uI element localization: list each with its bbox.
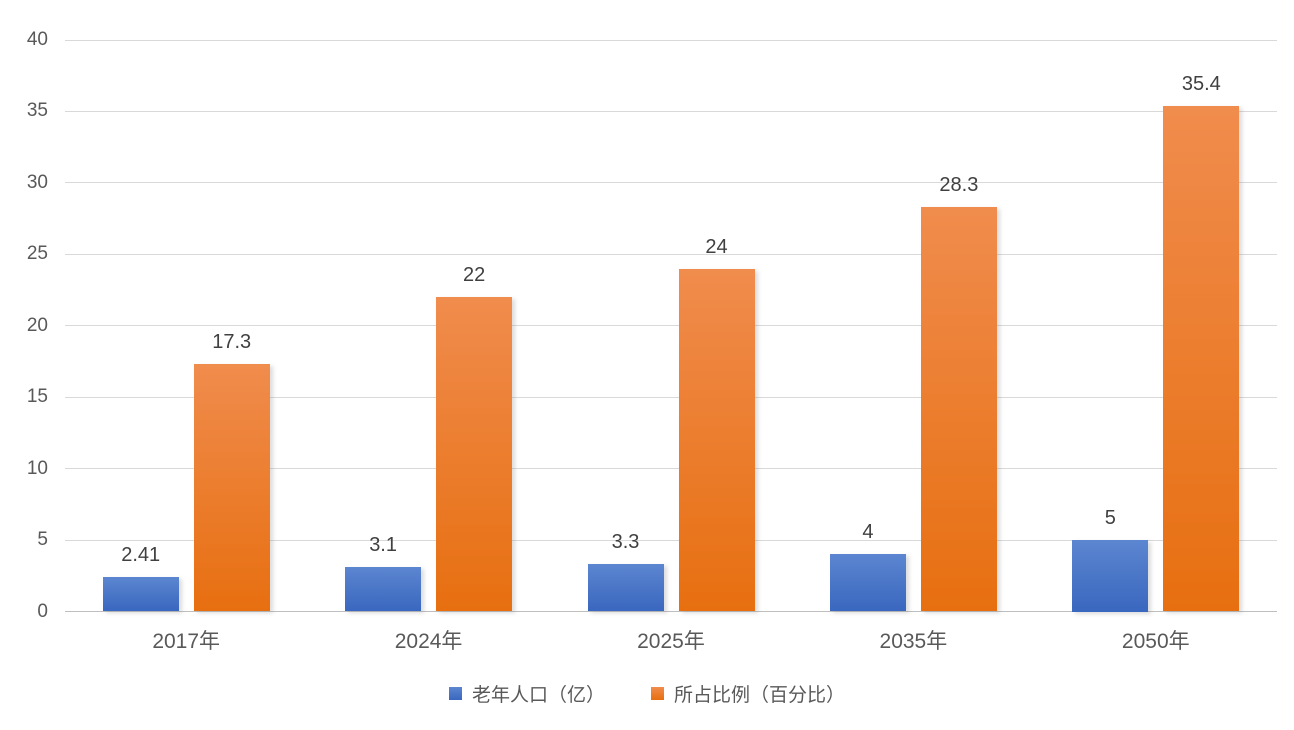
bar-series2-2035年 bbox=[920, 207, 997, 612]
value-label-series1-2024年: 3.1 bbox=[369, 534, 397, 557]
chart-legend: 老年人口（亿） 所占比例（百分比） bbox=[0, 680, 1294, 707]
y-tick-label-0: 0 bbox=[37, 600, 48, 622]
bar-series1-2024年 bbox=[345, 567, 422, 612]
bar-series2-2050年 bbox=[1163, 105, 1240, 612]
value-label-series1-2035年: 4 bbox=[862, 521, 874, 544]
bar-series2-2017年 bbox=[193, 364, 270, 612]
y-tick-label-5: 5 bbox=[37, 529, 48, 551]
value-label-series2-2025年: 24 bbox=[705, 235, 728, 258]
gridline-y-35 bbox=[65, 110, 1277, 112]
x-tick-label-2035年: 2035年 bbox=[879, 629, 948, 653]
gridline-y-40 bbox=[65, 39, 1277, 41]
gridline-y-25 bbox=[65, 253, 1277, 255]
x-axis-line bbox=[65, 611, 1277, 612]
value-label-series1-2025年: 3.3 bbox=[611, 531, 640, 554]
bar-series1-2050年 bbox=[1072, 540, 1149, 612]
y-tick-label-25: 25 bbox=[26, 243, 48, 265]
value-label-series2-2017年: 17.3 bbox=[212, 331, 252, 354]
gridline-y-20 bbox=[65, 325, 1277, 327]
bar-series1-2025年 bbox=[587, 564, 664, 612]
legend-swatch-series2 bbox=[651, 687, 664, 700]
value-label-series2-2050年: 35.4 bbox=[1181, 72, 1221, 95]
gridline-y-30 bbox=[65, 182, 1277, 184]
legend-label-series2: 所占比例（百分比） bbox=[674, 685, 846, 706]
legend-item-series2: 所占比例（百分比） bbox=[651, 680, 845, 707]
x-tick-label-2025年: 2025年 bbox=[637, 629, 705, 653]
y-tick-label-10: 10 bbox=[26, 457, 48, 479]
y-tick-label-35: 35 bbox=[26, 100, 48, 122]
legend-label-series1: 老年人口（亿） bbox=[471, 685, 605, 706]
y-tick-label-40: 40 bbox=[26, 29, 48, 50]
value-label-series2-2024年: 22 bbox=[462, 264, 486, 287]
value-label-series2-2035年: 28.3 bbox=[939, 174, 979, 197]
legend-swatch-series1 bbox=[448, 687, 462, 700]
value-label-series1-2050年: 5 bbox=[1104, 507, 1116, 530]
value-label-series1-2017年: 2.41 bbox=[121, 544, 161, 567]
x-tick-label-2024年: 2024年 bbox=[394, 629, 463, 653]
y-tick-label-30: 30 bbox=[26, 171, 48, 193]
bar-series2-2024年 bbox=[436, 297, 513, 612]
gridline-y-15 bbox=[65, 396, 1277, 398]
legend-item-series1: 老年人口（亿） bbox=[448, 680, 605, 707]
bar-series1-2017年 bbox=[102, 577, 179, 612]
bar-series2-2025年 bbox=[678, 268, 755, 612]
y-tick-label-15: 15 bbox=[26, 386, 48, 408]
bar-series1-2035年 bbox=[829, 554, 906, 612]
x-tick-label-2050年: 2050年 bbox=[1121, 629, 1190, 653]
y-tick-label-20: 20 bbox=[26, 314, 48, 336]
x-tick-label-2017年: 2017年 bbox=[152, 629, 221, 653]
gridline-y-10 bbox=[65, 468, 1277, 470]
gridline-y-5 bbox=[65, 539, 1277, 541]
